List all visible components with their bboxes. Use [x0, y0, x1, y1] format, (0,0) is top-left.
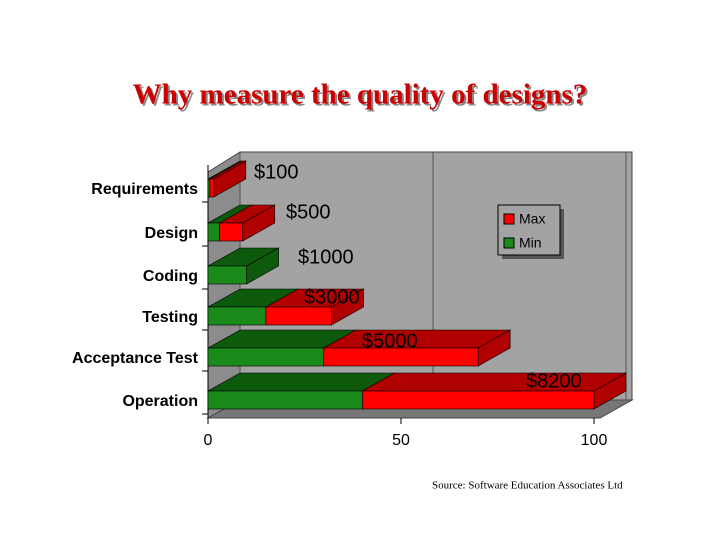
bar [265, 306, 332, 326]
source: Source: Software Education Associates Lt… [432, 480, 623, 492]
legend-swatch [503, 213, 515, 225]
bar [207, 390, 363, 410]
chart-title-shadow: Why measure the quality of designs? [135, 81, 590, 113]
bar-end [242, 204, 276, 242]
bar-end [477, 329, 511, 367]
y-tick-label: Acceptance Test [72, 350, 199, 367]
value-annotation: $1000 [298, 246, 354, 268]
bar-top [361, 372, 628, 392]
bar [362, 390, 595, 410]
bar-top [206, 372, 396, 392]
bar [209, 178, 215, 198]
y-tick-label: Requirements [91, 181, 198, 198]
legend-swatch [503, 237, 515, 249]
x-tick-label: 0 [204, 432, 213, 449]
y-tick-label: Design [145, 225, 198, 242]
y-tick-label: Testing [142, 309, 198, 326]
value-annotation: $8200 [526, 370, 582, 392]
y-tick-label: Operation [122, 393, 198, 410]
value-annotation: $100 [254, 161, 299, 183]
bar [207, 306, 267, 326]
x-tick-label: 50 [392, 432, 410, 449]
y-tick-label: Coding [143, 268, 198, 285]
legend-label: Min [519, 235, 542, 251]
bar [207, 222, 220, 242]
bar-end [246, 247, 279, 285]
value-annotation: $5000 [362, 330, 418, 352]
bar [207, 265, 247, 285]
bar [207, 347, 325, 367]
bar-end [213, 160, 247, 198]
chart-title: Why measure the quality of designs? [133, 79, 588, 111]
bar [219, 222, 244, 242]
bar-end [593, 372, 627, 410]
bar-end [331, 288, 364, 326]
legend-label: Max [519, 211, 545, 227]
value-annotation: $500 [286, 201, 331, 223]
value-annotation: $3000 [304, 286, 360, 308]
x-tick-label: 100 [581, 432, 608, 449]
